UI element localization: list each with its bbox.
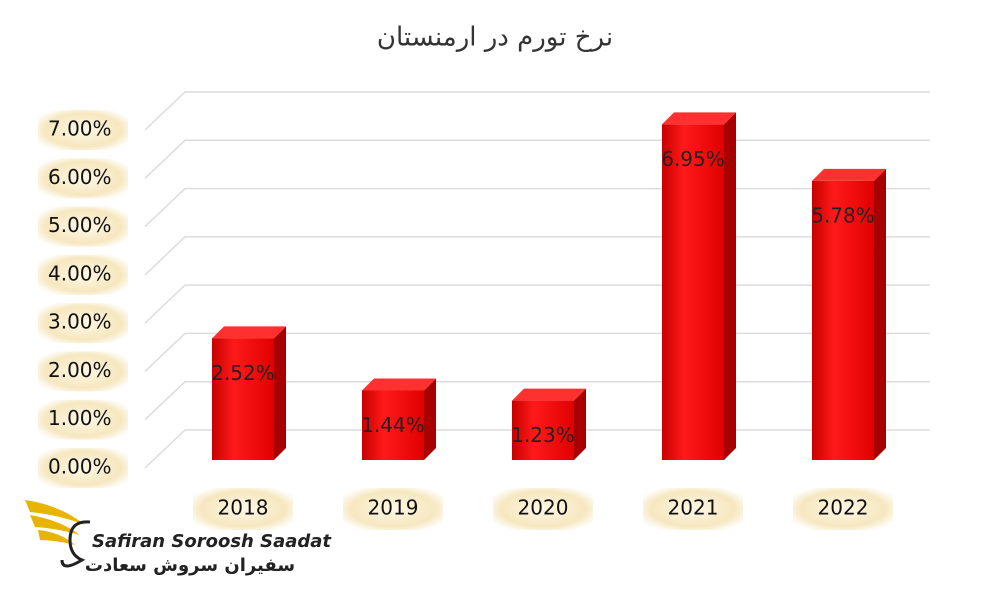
- y-tick-label: 5.00%: [48, 213, 112, 237]
- grid-line: [144, 139, 930, 179]
- x-tick-glow: [193, 488, 293, 530]
- value-label: 1.44%: [361, 413, 425, 437]
- y-tick-label: 0.00%: [48, 455, 112, 479]
- logo: Safiran Soroosh Saadat سفیران سروش سعادت: [25, 500, 332, 576]
- y-tick-label: 2.00%: [48, 358, 112, 382]
- y-tick-glow: [38, 399, 128, 440]
- value-label: 5.78%: [811, 203, 875, 227]
- bar-front: [212, 338, 274, 460]
- bar-side: [424, 378, 436, 460]
- y-tick-label: 7.00%: [48, 117, 112, 141]
- bar: [512, 388, 586, 460]
- y-tick-glow: [38, 448, 128, 488]
- value-label: 1.23%: [511, 423, 575, 447]
- x-tick-glow: [793, 488, 893, 530]
- bar: [812, 168, 886, 460]
- x-tick-label: 2020: [518, 496, 569, 520]
- bar: [362, 378, 436, 460]
- x-tick-label: 2021: [668, 496, 719, 520]
- x-tick-label: 2022: [818, 496, 869, 520]
- y-tick-glow: [38, 158, 128, 199]
- y-tick-glow: [38, 351, 128, 392]
- bar-side: [874, 168, 886, 460]
- y-tick-label: 4.00%: [48, 261, 112, 285]
- y-tick-glow: [38, 303, 128, 344]
- logo-wing: [25, 500, 85, 545]
- bar: [662, 112, 736, 461]
- y-tick-label: 6.00%: [48, 165, 112, 189]
- y-tick-glow: [38, 206, 128, 247]
- bar-top: [662, 112, 736, 125]
- bar-front: [362, 390, 424, 460]
- bar-front: [662, 124, 724, 461]
- bar-front: [512, 400, 574, 460]
- bar-side: [724, 112, 736, 461]
- chart-title: نرخ تورم در ارمنستان: [377, 23, 613, 53]
- y-tick-label: 3.00%: [48, 310, 112, 334]
- bar-front: [812, 180, 874, 460]
- value-label: 2.52%: [211, 361, 275, 385]
- bar-top: [212, 326, 286, 339]
- x-tick-glow: [643, 488, 743, 530]
- bar: [212, 326, 286, 460]
- value-label: 6.95%: [661, 147, 725, 171]
- x-tick-glow: [493, 488, 593, 530]
- y-tick-label: 1.00%: [48, 406, 112, 430]
- bar-top: [512, 388, 586, 401]
- bar-side: [274, 326, 286, 460]
- x-tick-glow: [343, 488, 443, 530]
- logo-persian: سفیران سروش سعادت: [85, 555, 295, 576]
- x-tick-label: 2018: [218, 496, 269, 520]
- y-tick-glow: [38, 254, 128, 295]
- x-tick-label: 2019: [368, 496, 419, 520]
- grid: [38, 91, 930, 488]
- bar-top: [362, 378, 436, 391]
- logo-latin: Safiran Soroosh Saadat: [92, 531, 332, 552]
- grid-line: [144, 91, 930, 131]
- bar-top: [812, 168, 886, 181]
- bar-side: [574, 388, 586, 460]
- logo-s: [60, 520, 91, 568]
- y-tick-glow: [38, 110, 128, 150]
